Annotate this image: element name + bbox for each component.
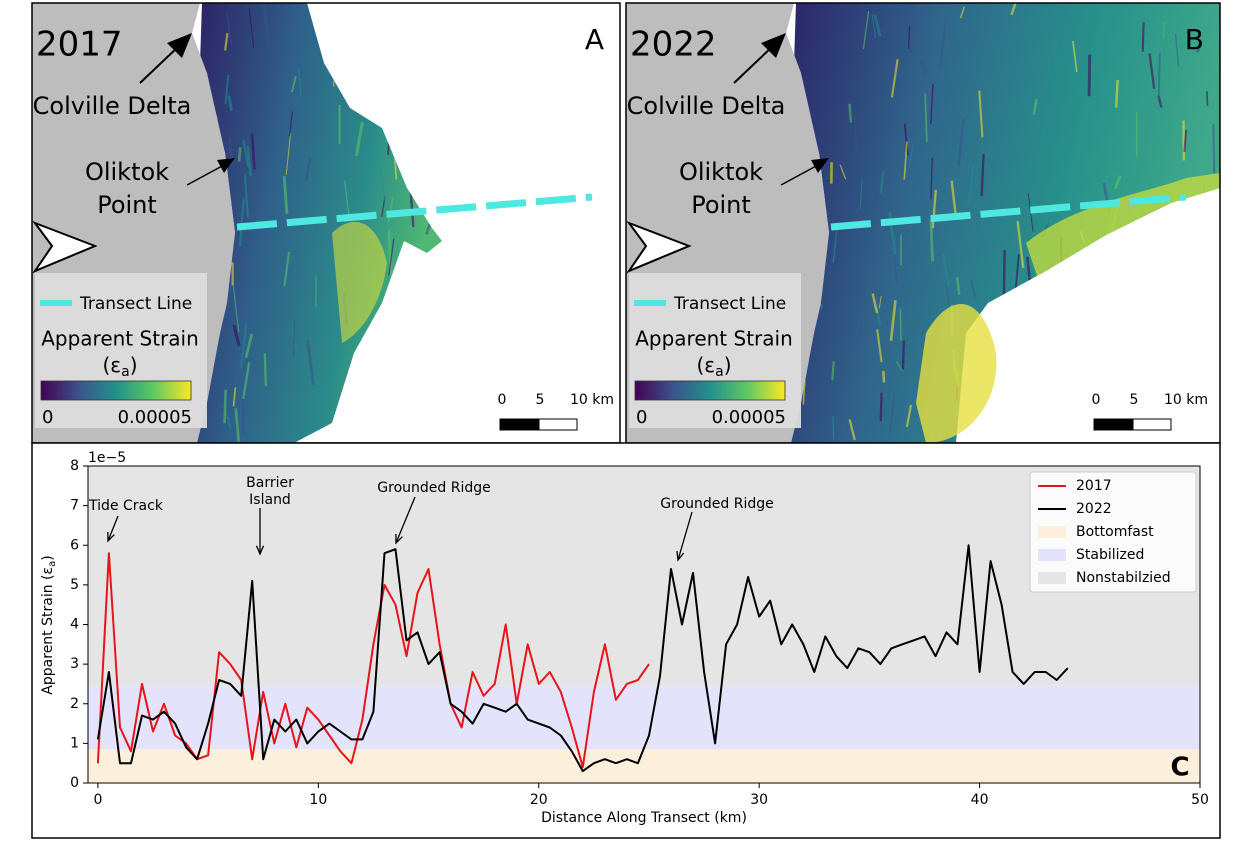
region xyxy=(88,749,1200,783)
y-tick-label: 6 xyxy=(70,537,79,553)
ice-streak xyxy=(233,346,234,393)
ice-streak xyxy=(1089,55,1090,97)
annotation: Barrier xyxy=(246,475,294,491)
ice-streak xyxy=(931,219,933,261)
ice-streak xyxy=(1143,22,1144,51)
symbol: (ε xyxy=(102,353,121,377)
scale-bar xyxy=(500,419,539,430)
x-tick-label: 40 xyxy=(971,792,989,808)
year-label: 2022 xyxy=(630,25,717,65)
ice-streak xyxy=(239,147,240,161)
legend-swatch xyxy=(1038,572,1066,584)
scale-label: 10 km xyxy=(1164,392,1208,408)
place-label: Point xyxy=(97,191,157,219)
ice-streak xyxy=(1116,80,1117,108)
colorbar-symbol: (εa) xyxy=(102,353,137,381)
ice-streak xyxy=(883,371,884,383)
annotation: Grounded Ridge xyxy=(377,480,490,496)
x-tick-label: 20 xyxy=(530,792,548,808)
ice-streak xyxy=(225,390,226,424)
symbol: (ε xyxy=(696,353,715,377)
x-tick-label: 10 xyxy=(309,792,327,808)
y-tick-label: 3 xyxy=(70,656,79,672)
y-axis-label: Apparent Strain (εa) xyxy=(40,555,58,694)
ice-streak xyxy=(909,27,910,49)
ice-streak xyxy=(850,104,851,123)
place-label: Colville Delta xyxy=(627,92,786,120)
colorbar-title: Apparent Strain xyxy=(41,327,199,351)
legend-label: 2022 xyxy=(1076,501,1112,517)
y-tick-label: 4 xyxy=(70,617,79,633)
subscript: a xyxy=(715,364,724,380)
colorbar xyxy=(635,381,785,400)
place-label: Oliktok xyxy=(85,158,169,186)
x-tick-label: 0 xyxy=(93,792,102,808)
colorbar-label: 0 xyxy=(42,407,53,428)
annotation: Island xyxy=(249,492,291,508)
ice-streak xyxy=(1213,124,1214,173)
panel-letter: C xyxy=(1170,753,1189,783)
y-offset-label: 1e−5 xyxy=(88,450,126,466)
legend-label: 2017 xyxy=(1076,478,1112,494)
scale-bar xyxy=(539,419,577,430)
ice-streak xyxy=(265,353,266,386)
scale-label: 10 km xyxy=(570,392,614,408)
annotation: Tide Crack xyxy=(88,498,164,514)
colorbar-title: Apparent Strain xyxy=(635,327,793,351)
map-panel: 2017 A Colville Delta Oliktok Point Transect … xyxy=(32,3,620,476)
legend-label: Stabilized xyxy=(1076,547,1144,563)
label-text: Apparent Strain (ε xyxy=(40,567,56,695)
ice-streak xyxy=(881,393,882,421)
y-tick-label: 1 xyxy=(70,735,79,751)
panel-letter: A xyxy=(585,23,604,56)
y-tick-label: 5 xyxy=(70,577,79,593)
subscript: a xyxy=(121,364,130,380)
colorbar xyxy=(41,381,191,400)
symbol-end: ) xyxy=(130,353,138,377)
label-end: ) xyxy=(40,555,56,560)
x-tick-label: 50 xyxy=(1191,792,1209,808)
place-label: Oliktok xyxy=(679,158,763,186)
legend-label: Bottomfast xyxy=(1076,524,1154,540)
scale-label: 0 xyxy=(498,392,507,408)
legend-label: Transect Line xyxy=(673,294,786,314)
legend-swatch xyxy=(1038,526,1066,538)
x-tick-label: 30 xyxy=(750,792,768,808)
ice-streak xyxy=(832,361,833,380)
x-axis-label: Distance Along Transect (km) xyxy=(541,810,747,826)
ice-streak xyxy=(903,341,904,370)
map-panel: 2022 B Colville Delta Oliktok Point Transect … xyxy=(626,3,1220,486)
panel-letter: B xyxy=(1185,23,1204,56)
legend-label: Nonstabilzied xyxy=(1076,570,1171,586)
ice-streak xyxy=(1004,250,1005,296)
ice-streak xyxy=(1207,91,1208,106)
colorbar-label: 0.00005 xyxy=(712,407,786,428)
legend-swatch xyxy=(1038,549,1066,561)
scale-bar xyxy=(1133,419,1171,430)
year-label: 2017 xyxy=(36,25,123,65)
ice-streak xyxy=(900,309,901,341)
colorbar-label: 0 xyxy=(636,407,647,428)
y-tick-label: 8 xyxy=(70,458,79,474)
colorbar-symbol: (εa) xyxy=(696,353,731,381)
y-tick-label: 2 xyxy=(70,696,79,712)
y-tick-label: 0 xyxy=(70,775,79,791)
scale-bar xyxy=(1094,419,1133,430)
y-tick-label: 7 xyxy=(70,498,79,514)
ice-streak xyxy=(1056,38,1057,72)
ice-streak xyxy=(833,416,834,439)
scale-label: 5 xyxy=(1130,392,1139,408)
place-label: Colville Delta xyxy=(33,92,192,120)
annotation: Grounded Ridge xyxy=(660,496,773,512)
colorbar-label: 0.00005 xyxy=(118,407,192,428)
scale-label: 0 xyxy=(1092,392,1101,408)
place-label: Point xyxy=(691,191,751,219)
scale-label: 5 xyxy=(536,392,545,408)
legend-label: Transect Line xyxy=(79,294,192,314)
symbol-end: ) xyxy=(724,353,732,377)
